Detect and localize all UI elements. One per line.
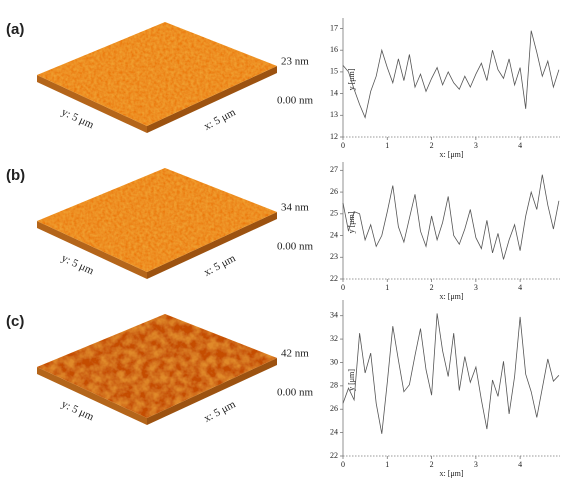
y-tick-label: 17 <box>330 23 338 32</box>
y-size-label: y: 5 μm <box>60 398 96 423</box>
y-tick-label: 28 <box>330 381 338 390</box>
y-tick-label: 24 <box>330 427 338 436</box>
panel-label: (c) <box>6 313 24 330</box>
y-tick-label: 14 <box>330 88 338 97</box>
y-tick-label: 30 <box>330 357 338 366</box>
z-max-label: 42 nm <box>281 348 309 360</box>
y-tick-label: 15 <box>330 67 338 76</box>
z-max-label: 34 nm <box>281 202 309 214</box>
x-axis-label: x: [μm] <box>439 469 463 478</box>
x-tick-label: 0 <box>341 460 345 469</box>
x-tick-label: 2 <box>430 141 434 150</box>
y-tick-label: 27 <box>330 165 338 174</box>
y-tick-label: 12 <box>330 132 338 141</box>
y-tick-label: 23 <box>330 252 338 261</box>
x-tick-label: 4 <box>518 141 522 150</box>
z-max-label: 23 nm <box>281 56 309 68</box>
x-tick-label: 0 <box>341 141 345 150</box>
x-tick-label: 3 <box>474 460 478 469</box>
z-min-label: 0.00 nm <box>277 95 314 107</box>
y-tick-label: 13 <box>330 110 338 119</box>
x-size-label: x: 5 μm <box>202 252 238 279</box>
x-tick-label: 0 <box>341 283 345 292</box>
y-tick-label: 25 <box>330 209 338 218</box>
figure: (a) 23 nm 0.00 nm x: 5 μm y: 5 μm (b) 34 nm 0.0… <box>0 0 563 478</box>
x-size-label: x: 5 μm <box>202 398 238 425</box>
x-tick-label: 3 <box>474 283 478 292</box>
profile-line <box>343 31 559 118</box>
z-min-label: 0.00 nm <box>277 387 314 399</box>
x-tick-label: 4 <box>518 283 522 292</box>
x-axis-label: x: [μm] <box>439 150 463 159</box>
y-tick-label: 22 <box>330 274 338 283</box>
z-min-label: 0.00 nm <box>277 241 314 253</box>
y-axis-label: y [μm] <box>347 369 356 391</box>
x-tick-label: 4 <box>518 460 522 469</box>
x-tick-label: 1 <box>385 460 389 469</box>
y-tick-label: 32 <box>330 334 338 343</box>
profile-line <box>343 175 559 260</box>
panel-label: (b) <box>6 167 25 184</box>
y-tick-label: 26 <box>330 187 338 196</box>
x-axis-label: x: [μm] <box>439 292 463 301</box>
y-size-label: y: 5 μm <box>60 106 96 131</box>
x-tick-label: 2 <box>430 283 434 292</box>
x-tick-label: 2 <box>430 460 434 469</box>
x-tick-label: 3 <box>474 141 478 150</box>
y-tick-label: 24 <box>330 230 338 239</box>
y-tick-label: 16 <box>330 45 338 54</box>
x-tick-label: 1 <box>385 141 389 150</box>
x-size-label: x: 5 μm <box>202 106 238 133</box>
panel-label: (a) <box>6 21 24 38</box>
y-tick-label: 26 <box>330 404 338 413</box>
profile-line <box>343 313 559 433</box>
y-size-label: y: 5 μm <box>60 252 96 277</box>
y-tick-label: 34 <box>330 311 338 320</box>
x-tick-label: 1 <box>385 283 389 292</box>
y-tick-label: 22 <box>330 451 338 460</box>
